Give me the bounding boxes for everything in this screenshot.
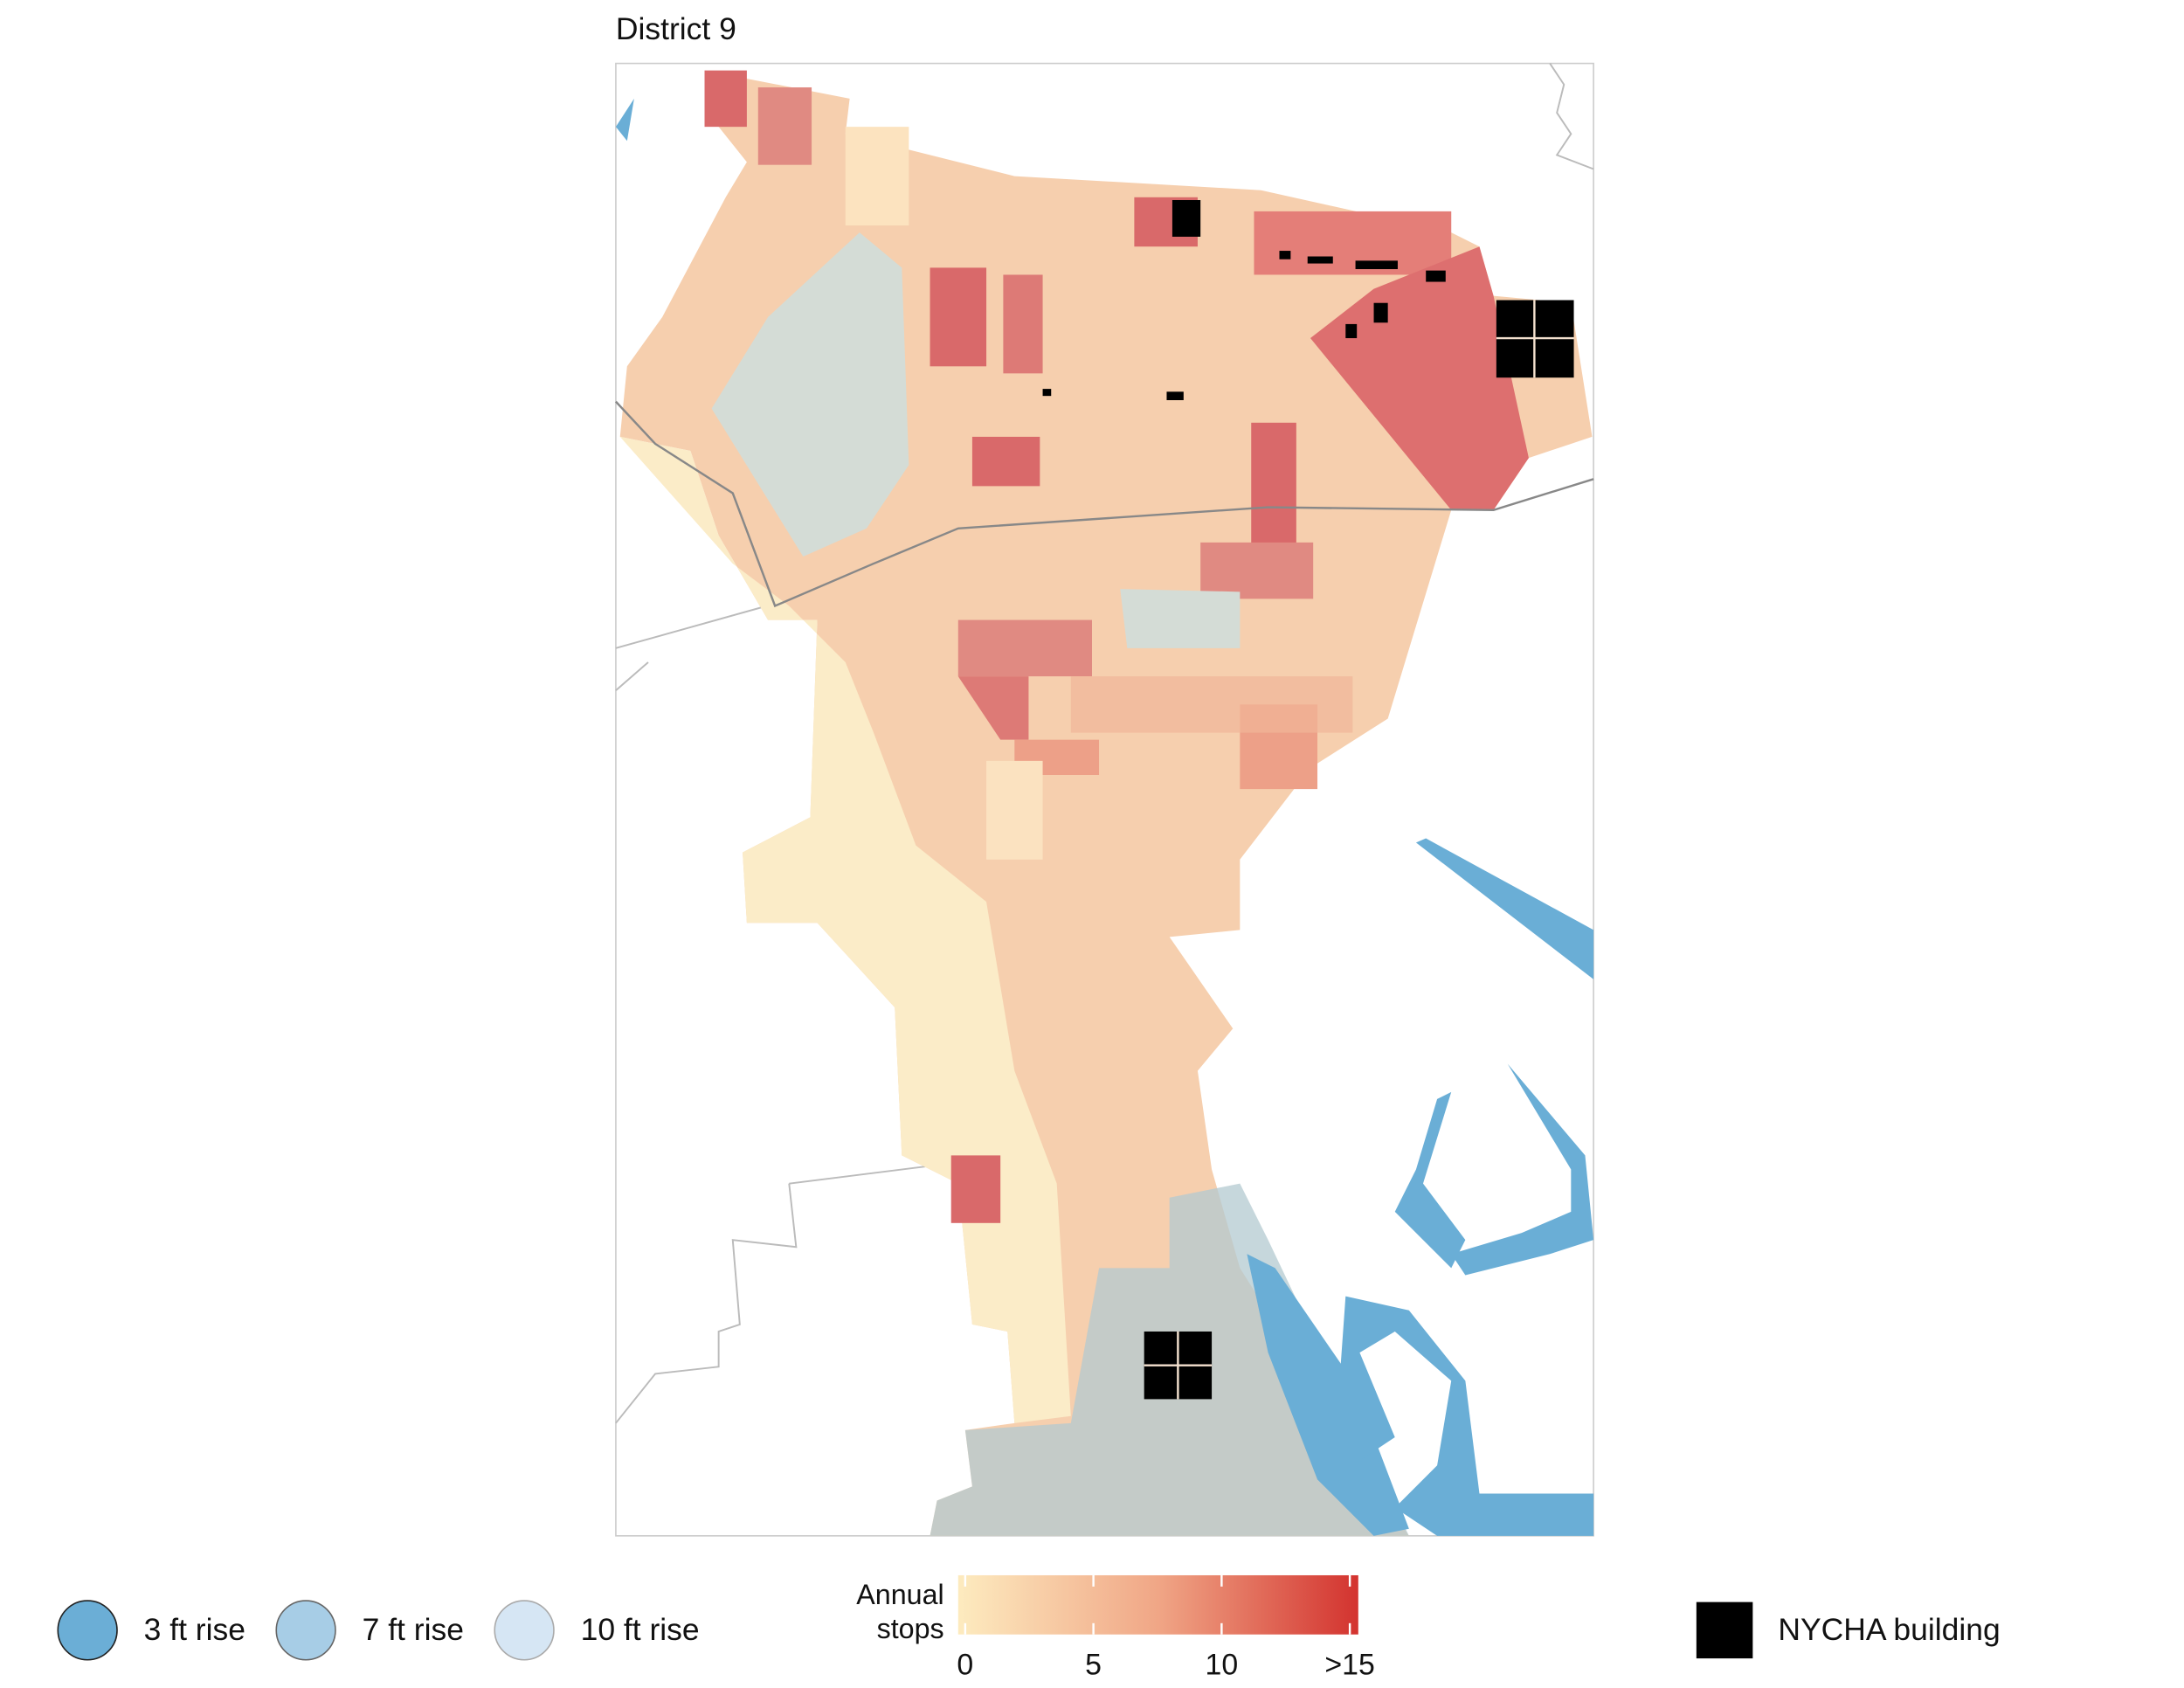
flood-legend: 3 ft rise 7 ft rise 10 ft rise (57, 1600, 700, 1661)
flood-swatch (57, 1600, 118, 1661)
building-swatch (1696, 1602, 1753, 1659)
building-legend: NYCHA building (1696, 1602, 2001, 1659)
tick-label: 0 (957, 1649, 973, 1682)
colorbar-title: Annual stops (856, 1579, 943, 1644)
parks (711, 232, 1241, 648)
nycha-dividers (1144, 300, 1574, 1400)
tick-label: 5 (1085, 1649, 1102, 1682)
map (615, 62, 1594, 1537)
legend-label: 10 ft rise (581, 1612, 700, 1647)
tick-label: >15 (1324, 1649, 1374, 1682)
legend-label: 3 ft rise (144, 1612, 245, 1647)
water (615, 98, 1594, 1536)
blocks (619, 70, 1529, 1423)
colorbar-gradient (957, 1574, 1358, 1635)
legend-label: NYCHA building (1778, 1612, 2000, 1647)
legend-label: 7 ft rise (363, 1612, 464, 1647)
colorbar: Annual stops 0 5 10 >15 (856, 1574, 1375, 1682)
tick-label: 10 (1206, 1649, 1239, 1682)
map-title: District 9 (616, 11, 736, 46)
flood-swatch (494, 1600, 555, 1661)
flood-swatch (275, 1600, 336, 1661)
road (615, 400, 1594, 608)
